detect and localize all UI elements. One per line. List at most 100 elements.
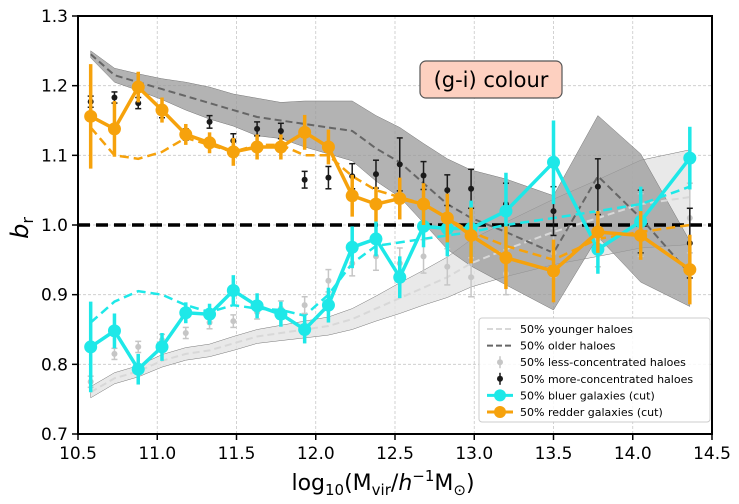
redder-galaxies-point <box>591 225 605 239</box>
less-concentrated-point <box>182 329 189 336</box>
legend-more-concentrated-swatch <box>497 375 503 382</box>
bluer-galaxies-point <box>226 283 240 297</box>
bluer-galaxies-point <box>274 307 288 321</box>
redder-galaxies-point <box>321 140 335 154</box>
x-axis-label-close: ) <box>466 471 475 496</box>
bluer-galaxies-point <box>179 306 193 320</box>
x-axis-label-sun: ⊙ <box>453 481 466 499</box>
bluer-galaxies-point <box>203 307 217 321</box>
less-concentrated-point <box>420 253 427 260</box>
x-axis-label-open: (M <box>344 471 372 496</box>
redder-galaxies-point <box>274 140 288 154</box>
redder-galaxies-point <box>369 197 383 211</box>
redder-galaxies-point <box>393 192 407 206</box>
bluer-galaxies-point <box>84 340 98 354</box>
bluer-galaxies-point <box>298 323 312 336</box>
redder-galaxies-point <box>683 263 697 277</box>
bluer-galaxies-point <box>155 340 169 354</box>
y-axis-label-b: b <box>6 224 34 239</box>
legend-less-concentrated-label: 50% less-concentrated haloes <box>520 356 686 369</box>
bluer-galaxies-line <box>89 157 692 372</box>
x-tick-label: 11.0 <box>138 444 176 464</box>
bluer-galaxies-point <box>683 151 697 165</box>
less-concentrated-point <box>111 350 118 357</box>
bluer-galaxies-point <box>369 232 383 246</box>
redder-galaxies-point <box>464 228 478 242</box>
y-tick-label: 1.2 <box>41 77 68 97</box>
redder-galaxies-point <box>155 103 169 117</box>
y-axis-label-r: r <box>18 217 37 224</box>
more-concentrated-point <box>206 118 213 125</box>
redder-galaxies-line <box>89 84 691 273</box>
legend-bluer-galaxies-label: 50% bluer galaxies (cut) <box>520 389 655 402</box>
redder-galaxies-point <box>250 140 264 154</box>
y-tick-label: 0.9 <box>41 286 68 306</box>
legend-frame <box>478 317 711 423</box>
redder-galaxies-point <box>107 122 121 136</box>
redder-galaxies-point <box>345 189 359 203</box>
bluer-galaxies-point <box>393 270 407 284</box>
more-concentrated-point <box>372 171 379 178</box>
plot-area <box>77 15 713 435</box>
more-concentrated-point <box>325 174 332 181</box>
x-axis-label-log: log <box>291 471 325 496</box>
y-tick-label: 0.8 <box>41 355 68 375</box>
redder-galaxies-point <box>634 228 648 242</box>
bluer-galaxies-point <box>417 219 431 233</box>
legend-more-concentrated-label: 50% more-concentrated haloes <box>520 373 693 386</box>
y-tick-label: 0.7 <box>41 425 68 445</box>
legend: 50% younger haloes 50% older haloes 50% le… <box>478 317 711 423</box>
x-tick-label: 10.5 <box>59 444 97 464</box>
more-concentrated-point <box>420 172 427 179</box>
x-tick-label: 14.5 <box>693 444 731 464</box>
redder-galaxies-point <box>84 109 98 123</box>
x-axis-label-exponent: −1 <box>412 467 434 485</box>
redder-galaxies-point <box>417 197 431 211</box>
redder-galaxies-point <box>179 127 193 141</box>
bluer-galaxies-point <box>321 298 335 312</box>
redder-galaxies-point <box>131 80 145 94</box>
more-concentrated-point <box>396 161 403 168</box>
annotation-background <box>419 60 563 99</box>
x-axis-label-vir: vir <box>372 481 392 499</box>
bluer-galaxies-point <box>345 240 359 254</box>
more-concentrated-point <box>550 208 557 215</box>
more-concentrated-point <box>444 187 451 194</box>
redder-galaxies-point <box>440 211 454 225</box>
y-tick-label: 1.3 <box>41 7 68 27</box>
y-tick-label: 1.0 <box>41 216 68 236</box>
series-layer <box>84 53 697 394</box>
younger-haloes-line <box>90 196 690 394</box>
x-tick-label: 11.5 <box>218 444 256 464</box>
more-concentrated-point <box>301 176 308 183</box>
bluer-galaxies-point <box>131 362 145 376</box>
bluer-galaxies-point <box>107 324 121 338</box>
annotation-box: (g-i) colour <box>419 60 563 99</box>
bluer-galaxies-point <box>250 299 264 313</box>
bluer-galaxies-series <box>84 120 697 393</box>
x-axis-label-mass: M <box>434 471 453 496</box>
more-concentrated-point <box>277 127 284 134</box>
less-concentrated-point <box>468 274 475 281</box>
more-concentrated-point <box>468 185 475 192</box>
redder-galaxies-point <box>499 251 513 265</box>
redder-galaxies-point <box>226 145 240 159</box>
annotation-label: (g-i) colour <box>434 68 549 92</box>
y-axis-label: br <box>6 217 37 239</box>
redder-galaxies-series <box>84 64 697 305</box>
legend-older-haloes-label: 50% older haloes <box>520 340 616 353</box>
bluer-galaxies-point <box>547 155 560 169</box>
less-concentrated-point <box>325 277 332 284</box>
y-tick-label: 1.1 <box>41 146 68 166</box>
more-concentrated-point <box>254 125 261 132</box>
x-tick-label: 14.0 <box>614 444 652 464</box>
legend-less-concentrated-swatch <box>497 359 503 366</box>
less-concentrated-point <box>444 263 451 270</box>
more-concentrated-point <box>111 94 118 101</box>
older-haloes-line <box>90 53 691 275</box>
x-tick-label: 12.5 <box>376 444 414 464</box>
less-concentrated-point <box>135 343 142 350</box>
bluer-galaxies-point <box>499 204 513 218</box>
legend-redder-galaxies-swatch <box>494 406 506 418</box>
